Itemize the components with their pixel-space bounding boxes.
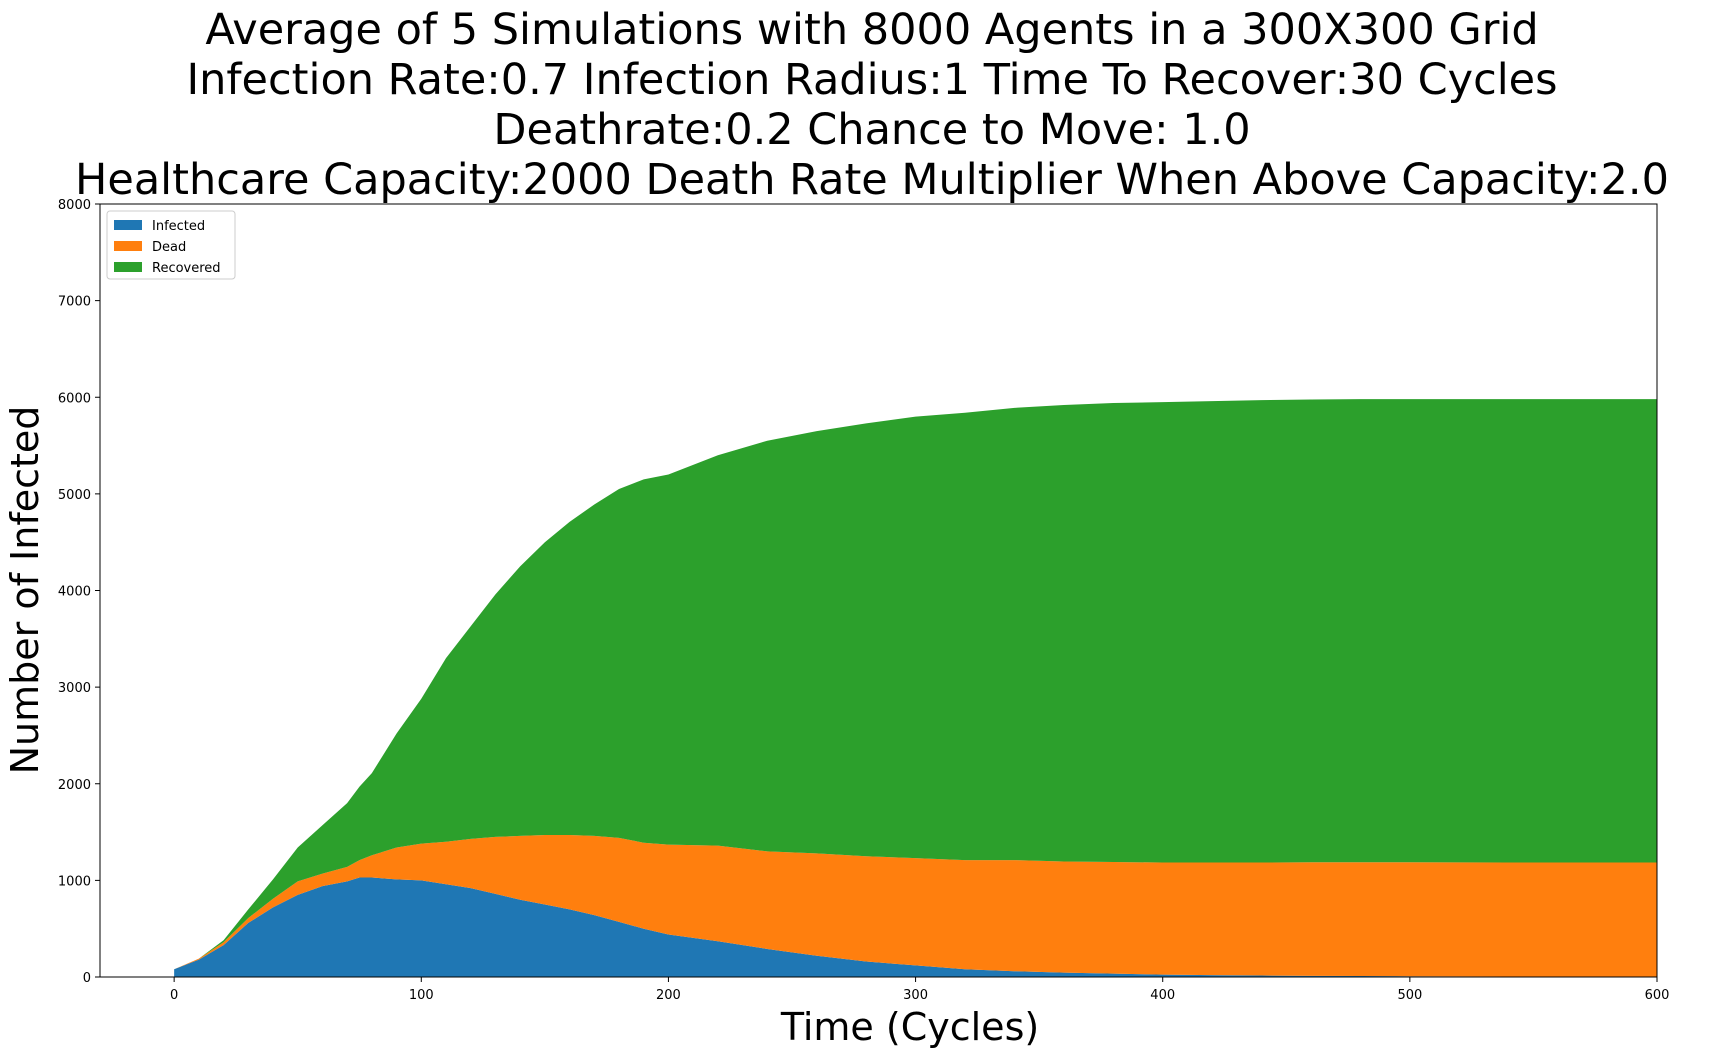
title-line-4: Healthcare Capacity:2000 Death Rate Mult… xyxy=(75,155,1669,205)
legend-label-infected: Infected xyxy=(152,219,205,234)
title-line-2: Infection Rate:0.7 Infection Radius:1 Ti… xyxy=(186,55,1557,105)
legend-label-recovered: Recovered xyxy=(152,261,221,276)
x-tick-label: 500 xyxy=(1397,988,1422,1003)
chart-title: Average of 5 Simulations with 8000 Agent… xyxy=(75,5,1669,205)
x-tick-label: 0 xyxy=(170,988,178,1003)
y-axis-label: Number of Infected xyxy=(3,406,47,775)
y-tick-label: 0 xyxy=(83,971,91,986)
x-tick-label: 300 xyxy=(903,988,928,1003)
legend: Infected Dead Recovered xyxy=(106,210,236,280)
legend-swatch-dead xyxy=(114,241,142,251)
y-tick-label: 5000 xyxy=(58,488,91,503)
legend-swatch-infected xyxy=(114,220,142,230)
title-line-3: Deathrate:0.2 Chance to Move: 1.0 xyxy=(493,105,1250,155)
area-infected xyxy=(174,877,1657,977)
area-dead xyxy=(174,834,1657,977)
y-tick-label: 4000 xyxy=(58,585,91,600)
title-line-1: Average of 5 Simulations with 8000 Agent… xyxy=(205,5,1538,55)
x-tick-label: 200 xyxy=(656,988,681,1003)
x-axis-label: Time (Cycles) xyxy=(780,1005,1039,1049)
x-tick-label: 600 xyxy=(1645,988,1670,1003)
y-axis-ticks: 0 1000 2000 3000 4000 5000 6000 7000 8000 xyxy=(58,198,100,986)
y-tick-label: 1000 xyxy=(58,874,91,889)
area-recovered xyxy=(174,399,1657,970)
y-tick-label: 8000 xyxy=(58,198,91,213)
x-tick-label: 100 xyxy=(409,988,434,1003)
y-tick-label: 3000 xyxy=(58,681,91,696)
y-tick-label: 7000 xyxy=(58,295,91,310)
y-tick-label: 2000 xyxy=(58,778,91,793)
legend-label-dead: Dead xyxy=(152,240,186,255)
area-series-group xyxy=(174,399,1657,977)
legend-swatch-recovered xyxy=(114,262,142,272)
x-axis-ticks: 0 100 200 300 400 500 600 xyxy=(170,977,1669,1003)
x-tick-label: 400 xyxy=(1150,988,1175,1003)
y-tick-label: 6000 xyxy=(58,391,91,406)
